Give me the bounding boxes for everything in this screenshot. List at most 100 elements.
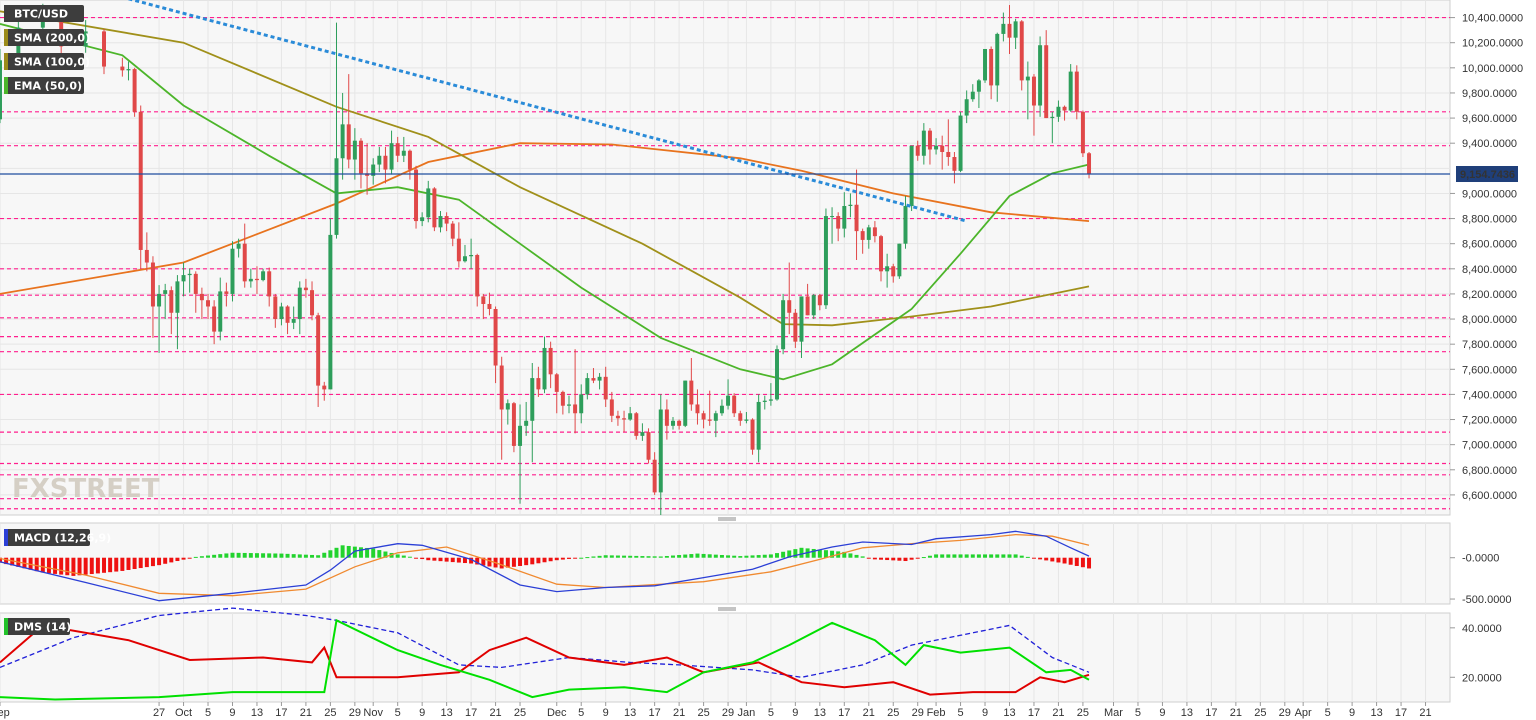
candle-body — [664, 409, 669, 426]
candle-body — [585, 378, 590, 395]
macd-histogram-bar — [530, 557, 535, 565]
macd-histogram-bar — [695, 553, 700, 558]
y-tick-label: 9,800.0000 — [1462, 88, 1517, 100]
macd-histogram-bar — [995, 554, 1000, 558]
x-tick-label: 9 — [792, 707, 798, 719]
macd-histogram-bar — [560, 557, 565, 560]
macd-histogram-bar — [970, 554, 975, 558]
macd-histogram-bar — [40, 557, 45, 573]
macd-histogram-bar — [511, 557, 516, 567]
macd-histogram-bar — [707, 554, 712, 558]
macd-histogram-bar — [689, 554, 694, 558]
macd-histogram-bar — [108, 557, 113, 573]
macd-histogram-bar — [206, 555, 211, 558]
candle-body — [817, 295, 822, 306]
candle-body — [1031, 76, 1036, 106]
candle-body — [738, 413, 743, 421]
candle-body — [481, 296, 486, 304]
macd-histogram-bar — [132, 557, 137, 570]
x-tick-label: 5 — [1135, 707, 1141, 719]
macd-histogram-bar — [799, 547, 804, 558]
macd-histogram-bar — [1031, 557, 1036, 559]
macd-histogram-bar — [28, 557, 33, 570]
x-tick-label: 25 — [697, 707, 709, 719]
macd-histogram-bar — [921, 557, 926, 559]
candle-body — [212, 306, 217, 332]
macd-histogram-bar — [475, 557, 480, 565]
candle-body — [897, 243, 902, 277]
macd-histogram-bar — [1007, 554, 1012, 558]
macd-histogram-bar — [126, 557, 131, 570]
candle-body — [848, 204, 853, 206]
macd-histogram-bar — [273, 553, 278, 558]
macd-histogram-bar — [248, 553, 253, 558]
candle-body — [163, 290, 168, 294]
macd-histogram-bar — [0, 557, 2, 563]
macd-histogram-bar — [781, 551, 786, 558]
macd-histogram-bar — [505, 557, 510, 568]
x-tick-label: 29 — [349, 707, 361, 719]
macd-histogram-bar — [891, 557, 896, 561]
macd-histogram-bar — [609, 555, 614, 558]
macd-histogram-bar — [181, 557, 186, 560]
x-tick-label: 25 — [1254, 707, 1266, 719]
macd-histogram-bar — [169, 557, 174, 563]
candle-body — [144, 249, 149, 263]
macd-histogram-bar — [885, 557, 890, 561]
x-tick-label: Feb — [927, 707, 946, 719]
candle-body — [958, 115, 963, 171]
candle-body — [346, 124, 351, 160]
x-tick-label: 21 — [300, 707, 312, 719]
x-tick-label: 5 — [957, 707, 963, 719]
candle-body — [303, 287, 308, 291]
candle-body — [976, 80, 981, 92]
candle-body — [793, 312, 798, 342]
candle-body — [316, 315, 321, 386]
candle-body — [450, 223, 455, 239]
macd-histogram-bar — [144, 557, 149, 568]
macd-histogram-bar — [138, 557, 143, 569]
candle-body — [254, 278, 259, 281]
x-tick-label: 21 — [489, 707, 501, 719]
macd-histogram-bar — [1019, 555, 1024, 558]
x-tick-label: 29 — [1279, 707, 1291, 719]
macd-title: MACD (12,26,9) — [14, 532, 111, 545]
legend-tag-background — [4, 5, 84, 22]
macd-histogram-bar — [236, 552, 241, 558]
macd-tag-swatch — [4, 529, 8, 546]
candle-body — [658, 409, 663, 493]
macd-histogram-bar — [444, 557, 449, 562]
legend-tag-label: EMA (50,0) — [14, 80, 82, 93]
macd-histogram-bar — [622, 555, 627, 558]
macd-histogram-bar — [744, 555, 749, 558]
minus-di-line — [0, 624, 1090, 696]
candle-body — [732, 395, 737, 414]
macd-histogram-bar — [71, 557, 76, 576]
macd-histogram-bar — [1074, 557, 1079, 566]
macd-histogram-bar — [242, 552, 247, 558]
macd-histogram-bar — [585, 557, 590, 559]
macd-histogram-bar — [432, 557, 437, 561]
candle-body — [921, 130, 926, 156]
dms-tag-swatch — [4, 618, 8, 635]
candle-body — [701, 413, 706, 420]
legend-tag-swatch — [4, 5, 8, 22]
x-tick-label: 5 — [205, 707, 211, 719]
candle-body — [310, 290, 315, 316]
x-tick-label: 13 — [251, 707, 263, 719]
candle-body — [554, 374, 559, 392]
macd-histogram-bar — [371, 548, 376, 558]
macd-histogram-bar — [401, 555, 406, 558]
y-tick-label: 7,800.0000 — [1462, 339, 1517, 351]
macd-histogram-bar — [664, 555, 669, 558]
macd-histogram-bar — [1080, 557, 1085, 568]
candle-body — [872, 227, 877, 237]
macd-histogram-bar — [340, 545, 345, 558]
x-tick-label: Oct — [175, 707, 192, 719]
candle-body — [781, 300, 786, 350]
legend-tag-label: BTC/USD — [14, 8, 68, 21]
candle-body — [603, 376, 608, 400]
macd-histogram-bar — [927, 555, 932, 558]
candle-body — [1025, 76, 1030, 81]
